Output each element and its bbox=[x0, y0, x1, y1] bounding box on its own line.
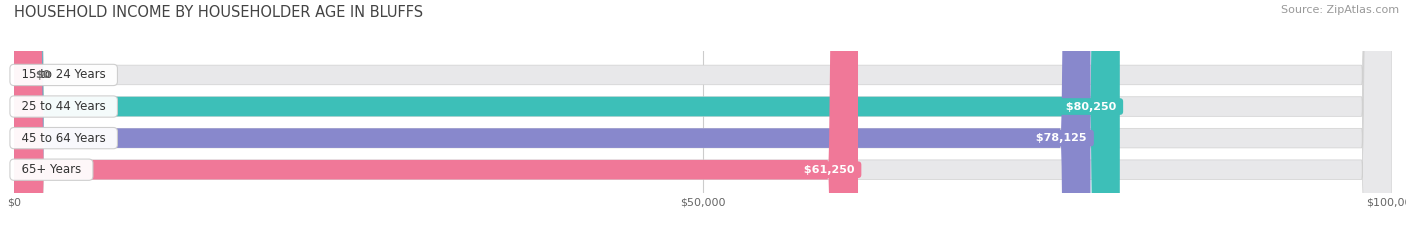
FancyBboxPatch shape bbox=[14, 0, 1119, 233]
FancyBboxPatch shape bbox=[14, 0, 1091, 233]
Text: Source: ZipAtlas.com: Source: ZipAtlas.com bbox=[1281, 5, 1399, 15]
Text: $78,125: $78,125 bbox=[1032, 133, 1091, 143]
FancyBboxPatch shape bbox=[14, 0, 1392, 233]
Text: $80,250: $80,250 bbox=[1062, 102, 1119, 112]
FancyBboxPatch shape bbox=[14, 0, 1392, 233]
Text: 15 to 24 Years: 15 to 24 Years bbox=[14, 69, 114, 82]
Text: $0: $0 bbox=[35, 70, 51, 80]
FancyBboxPatch shape bbox=[14, 0, 1392, 233]
Text: 45 to 64 Years: 45 to 64 Years bbox=[14, 132, 114, 145]
Text: 25 to 44 Years: 25 to 44 Years bbox=[14, 100, 114, 113]
Text: HOUSEHOLD INCOME BY HOUSEHOLDER AGE IN BLUFFS: HOUSEHOLD INCOME BY HOUSEHOLDER AGE IN B… bbox=[14, 5, 423, 20]
FancyBboxPatch shape bbox=[14, 0, 858, 233]
Text: $61,250: $61,250 bbox=[800, 165, 858, 175]
Text: 65+ Years: 65+ Years bbox=[14, 163, 89, 176]
FancyBboxPatch shape bbox=[14, 0, 1392, 233]
